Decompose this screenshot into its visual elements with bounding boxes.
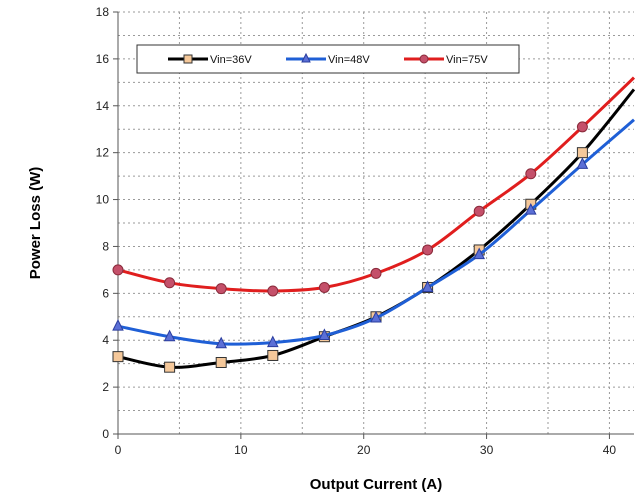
y-tick-label: 4: [102, 333, 109, 347]
legend-entry: Vin=48V: [286, 52, 370, 66]
data-point-marker: [576, 157, 589, 169]
data-point-marker: [422, 244, 434, 256]
y-tick-label: 16: [96, 52, 110, 66]
data-point-marker: [183, 54, 193, 64]
data-point-marker: [112, 319, 124, 331]
data-point-marker: [576, 147, 588, 159]
legend-label: Vin=48V: [328, 54, 370, 66]
data-point-marker: [318, 328, 331, 341]
y-tick-label: 18: [96, 5, 110, 19]
data-point-marker: [473, 205, 485, 217]
legend-entry: Vin=36V: [168, 54, 252, 66]
data-point-marker: [164, 361, 176, 373]
data-point-marker: [370, 267, 382, 279]
x-axis-title: Output Current (A): [310, 476, 442, 493]
legend-label: Vin=75V: [446, 54, 488, 66]
data-point-marker: [267, 349, 279, 361]
legend-entry: Vin=75V: [404, 54, 488, 66]
data-point-marker: [215, 356, 227, 368]
data-point-marker: [421, 280, 434, 292]
data-point-marker: [112, 351, 124, 363]
axes: 0 2 4 6 8 10 12 14 16 18 0 10 20 30 40: [96, 5, 634, 457]
y-axis-title: Power Loss (W): [27, 167, 44, 280]
x-tick-label: 40: [603, 443, 617, 457]
data-point-marker: [164, 277, 176, 289]
y-tick-label: 0: [102, 427, 109, 441]
data-point-marker: [419, 54, 429, 64]
y-tick-label: 6: [102, 286, 109, 300]
x-tick-label: 0: [115, 443, 122, 457]
series-vin-75v: [112, 76, 635, 297]
legend: Vin=36V Vin=48V Vin=75V: [136, 44, 520, 74]
data-point-marker: [576, 121, 588, 133]
x-tick-label: 30: [480, 443, 494, 457]
series-line: [117, 118, 635, 346]
y-tick-label: 12: [96, 146, 110, 160]
data-point-marker: [318, 281, 330, 293]
data-point-marker: [215, 336, 228, 349]
x-tick-label: 20: [357, 443, 371, 457]
legend-label: Vin=36V: [210, 54, 252, 66]
data-point-marker: [524, 202, 537, 215]
data-point-marker: [370, 310, 382, 323]
y-tick-label: 14: [96, 99, 110, 113]
data-point-marker: [473, 247, 486, 260]
data-point-marker: [112, 264, 124, 276]
y-tick-label: 10: [96, 193, 110, 207]
grid: [118, 11, 634, 434]
y-tick-label: 2: [102, 380, 109, 394]
plot-area: [118, 12, 634, 434]
x-tick-label: 10: [234, 443, 248, 457]
y-tick-label: 8: [102, 239, 109, 253]
data-point-marker: [215, 283, 227, 295]
data-point-marker: [266, 335, 279, 348]
series-vin-48v: [112, 118, 635, 349]
data-point-marker: [525, 168, 537, 180]
series-layer: [112, 76, 635, 373]
data-point-marker: [301, 52, 311, 63]
data-point-marker: [267, 285, 279, 297]
data-point-marker: [163, 329, 176, 342]
